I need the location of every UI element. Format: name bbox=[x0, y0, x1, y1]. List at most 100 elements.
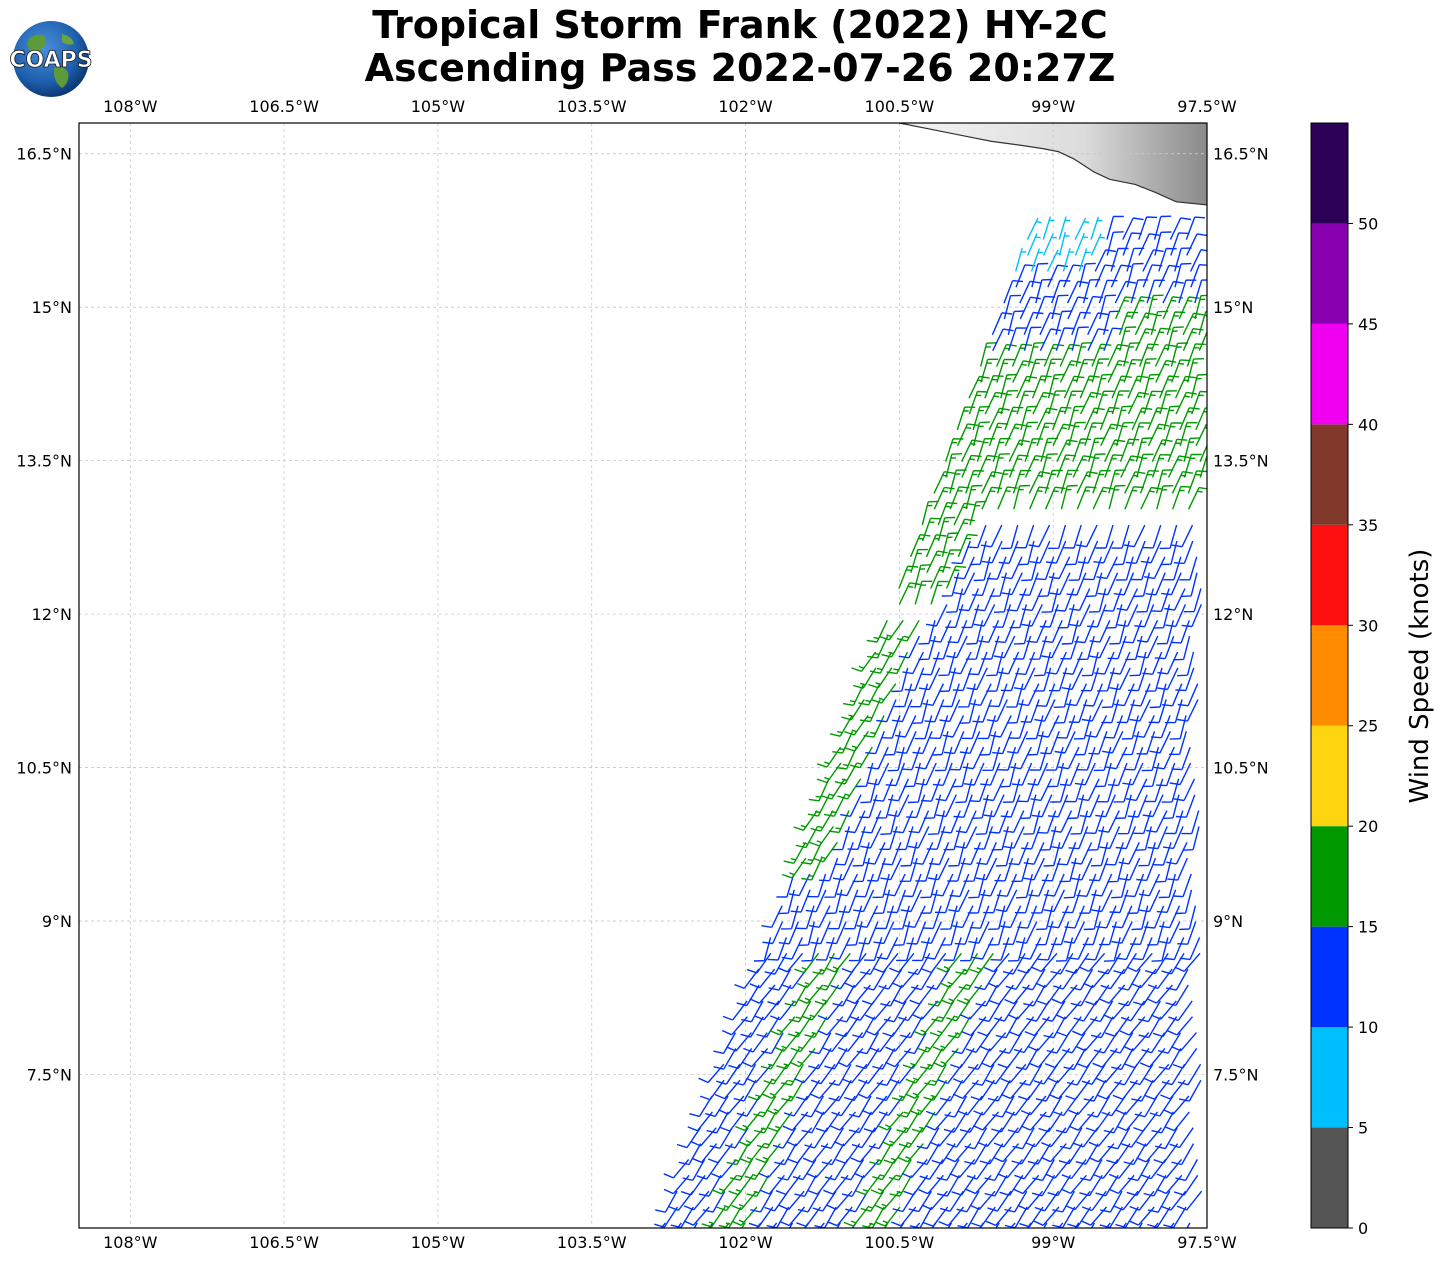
wind-barb bbox=[844, 905, 863, 930]
wind-barb bbox=[1135, 328, 1157, 351]
wind-barb bbox=[855, 1048, 880, 1070]
wind-barb bbox=[1026, 620, 1047, 643]
wind-barb bbox=[1101, 699, 1120, 724]
wind-barb bbox=[947, 1016, 971, 1039]
wind-barb bbox=[1179, 937, 1201, 961]
wind-barb bbox=[947, 620, 968, 644]
wind-barb bbox=[1105, 604, 1123, 629]
wind-barb bbox=[767, 937, 788, 961]
wind-barb bbox=[858, 921, 879, 945]
wind-barb bbox=[872, 873, 890, 899]
wind-barb bbox=[1000, 524, 1019, 550]
wind-barb bbox=[1179, 422, 1198, 446]
wind-barb bbox=[1126, 247, 1145, 272]
wind-barb bbox=[924, 699, 945, 723]
wind-barb bbox=[1177, 651, 1195, 677]
colorbar-tick-label: 45 bbox=[1358, 315, 1378, 334]
wind-barb bbox=[1106, 215, 1124, 240]
wind-barb bbox=[1028, 471, 1051, 494]
wind-barb bbox=[892, 905, 910, 930]
wind-barb bbox=[1097, 667, 1115, 692]
wind-barb bbox=[1173, 540, 1194, 565]
wind-barb bbox=[960, 439, 983, 463]
wind-barb bbox=[984, 1159, 1008, 1181]
wind-barb bbox=[1076, 746, 1096, 771]
wind-barb bbox=[999, 1032, 1023, 1054]
wind-barb bbox=[1038, 1111, 1063, 1133]
wind-barb bbox=[1136, 588, 1154, 613]
wind-barb bbox=[1087, 826, 1105, 851]
wind-barb bbox=[883, 1000, 907, 1023]
wind-barb bbox=[929, 1127, 956, 1147]
wind-barb bbox=[821, 1143, 845, 1166]
wind-barb bbox=[1000, 390, 1019, 415]
wind-barb bbox=[1107, 360, 1129, 383]
wind-barb bbox=[1183, 588, 1202, 613]
wind-barb bbox=[1156, 485, 1174, 510]
wind-barb bbox=[940, 810, 961, 834]
wind-barb bbox=[1056, 715, 1076, 739]
wind-barb bbox=[1189, 249, 1207, 272]
wind-barb bbox=[841, 952, 867, 973]
wind-barb bbox=[1154, 635, 1175, 660]
wind-barb bbox=[1031, 889, 1050, 914]
wind-barb bbox=[1045, 746, 1064, 771]
colorbar-bin bbox=[1311, 424, 1348, 525]
wind-barb bbox=[1068, 421, 1086, 446]
wind-barb bbox=[1133, 715, 1155, 738]
wind-barb bbox=[1195, 423, 1207, 447]
wind-barb bbox=[950, 1047, 975, 1069]
wind-barb bbox=[1079, 889, 1097, 914]
wind-barb bbox=[982, 778, 1005, 802]
wind-barb bbox=[863, 1111, 888, 1133]
wind-barb bbox=[1011, 762, 1033, 786]
wind-barb bbox=[945, 565, 967, 589]
wind-barb bbox=[676, 1127, 701, 1149]
wind-barb bbox=[1162, 683, 1183, 707]
wind-barb bbox=[898, 635, 921, 659]
wind-barb bbox=[1138, 216, 1158, 240]
wind-barb bbox=[942, 715, 965, 738]
wind-barb bbox=[1105, 1222, 1111, 1228]
wind-barb bbox=[1055, 327, 1075, 351]
wind-barb bbox=[1115, 1206, 1139, 1228]
wind-barbs bbox=[654, 215, 1207, 1228]
wind-barb bbox=[1147, 1190, 1171, 1213]
wind-barb bbox=[891, 699, 913, 723]
left-lat-tick-label: 16.5°N bbox=[16, 145, 72, 164]
wind-barb bbox=[961, 715, 981, 740]
wind-barb bbox=[938, 651, 956, 677]
wind-barb bbox=[924, 937, 946, 960]
wind-barb bbox=[1145, 952, 1169, 975]
wind-barb bbox=[997, 746, 1017, 771]
wind-barb bbox=[921, 952, 947, 974]
wind-barb bbox=[1156, 889, 1177, 913]
wind-barb bbox=[828, 1079, 852, 1102]
wind-barb bbox=[1154, 231, 1172, 256]
wind-barb bbox=[928, 810, 946, 835]
wind-barb bbox=[980, 873, 1002, 897]
wind-barb bbox=[939, 968, 966, 988]
left-lat-tick-label: 12°N bbox=[32, 605, 72, 624]
wind-barb bbox=[939, 699, 961, 723]
wind-barb bbox=[744, 1159, 769, 1181]
colorbar-tick-label: 20 bbox=[1358, 817, 1378, 836]
wind-barb bbox=[758, 1158, 785, 1179]
wind-barb bbox=[1097, 952, 1122, 975]
wind-barb bbox=[879, 619, 904, 641]
wind-barb bbox=[1111, 390, 1130, 415]
wind-barb bbox=[980, 1032, 1007, 1052]
wind-barb bbox=[953, 556, 975, 580]
wind-barb bbox=[1158, 873, 1176, 899]
wind-barb bbox=[1143, 1174, 1167, 1197]
wind-barb bbox=[1149, 730, 1172, 754]
wind-barb bbox=[832, 984, 856, 1007]
wind-barb bbox=[1121, 715, 1139, 740]
wind-barb bbox=[973, 1095, 999, 1116]
wind-barb bbox=[865, 731, 885, 755]
wind-barb bbox=[988, 810, 1009, 834]
wind-barb bbox=[1098, 810, 1120, 833]
wind-barb bbox=[1091, 873, 1113, 897]
wind-barb bbox=[1142, 249, 1164, 272]
wind-barb bbox=[1169, 217, 1192, 240]
